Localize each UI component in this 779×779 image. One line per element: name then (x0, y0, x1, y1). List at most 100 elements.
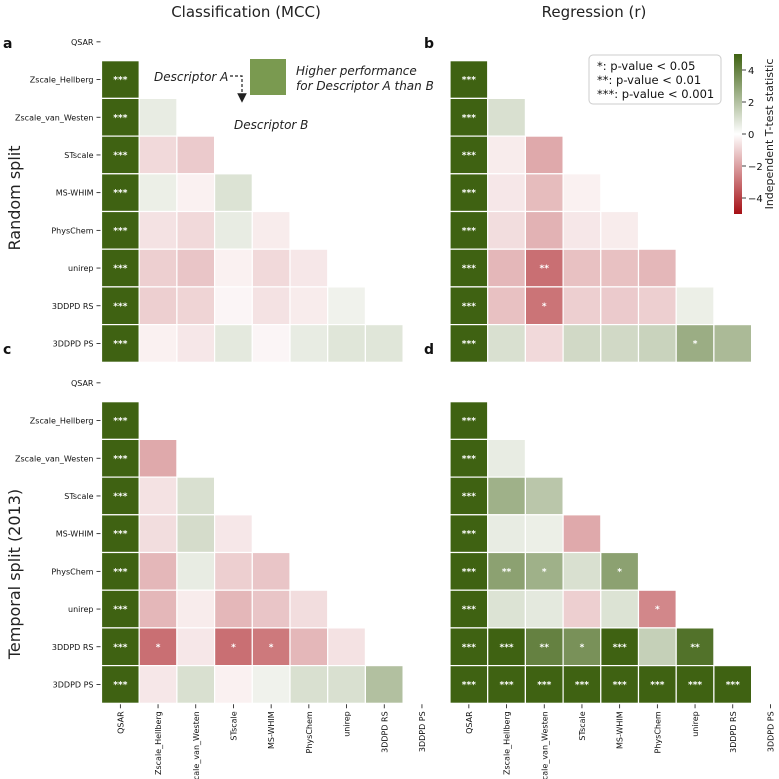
row-tick-label: PhysChem (51, 226, 93, 235)
panel-letter-c: c (3, 342, 11, 358)
significance-label: *** (113, 492, 127, 502)
heatmap-cell (100, 286, 140, 326)
heatmap-cell (487, 589, 527, 629)
heatmap-cell (562, 589, 602, 629)
heatmap-cell (487, 324, 527, 363)
significance-label: *** (462, 567, 476, 577)
heatmap-cell (524, 627, 564, 667)
heatmap-cell (327, 324, 367, 363)
heatmap-cell (487, 476, 527, 516)
heatmap-cell (713, 324, 753, 363)
heatmap-cell (600, 589, 640, 629)
heatmap-cell (713, 664, 753, 704)
col-tick-label: MS-WHIM (267, 711, 276, 749)
significance-label: ** (502, 567, 512, 577)
heatmap-cell (487, 210, 527, 250)
row-tick-label: Zscale_Hellberg (30, 417, 94, 426)
significance-label: *** (462, 417, 476, 427)
heatmap-cell (562, 286, 602, 326)
heatmap-cell (138, 173, 178, 213)
row-tick-label: QSAR (71, 38, 94, 47)
significance-label: *** (462, 339, 476, 349)
heatmap-cell (138, 589, 178, 629)
col-tick-label: Zscale_Hellberg (154, 711, 163, 775)
heatmap-cell (176, 664, 216, 704)
descriptor-annotation: Descriptor A Higher performance for Desc… (154, 59, 434, 132)
heatmap-cell (176, 476, 216, 516)
heatmap-cell (100, 135, 140, 175)
significance-label: * (542, 302, 547, 312)
col-tick-label: QSAR (116, 711, 125, 734)
heatmap-cell (289, 664, 329, 704)
panel-letter-d: d (424, 342, 434, 358)
col-tick-label: Zscale_van_Westen (540, 711, 549, 779)
col-tick-label: Zscale_Hellberg (503, 711, 512, 775)
col-tick-label: PhysChem (305, 711, 314, 753)
heatmap-cell (524, 135, 564, 175)
significance-label: *** (113, 339, 127, 349)
significance-label: * (156, 643, 161, 653)
heatmap-cell (524, 210, 564, 250)
significance-label: *** (113, 76, 127, 86)
row-tick-label: MS-WHIM (56, 530, 94, 539)
significance-label: *** (113, 226, 127, 236)
heatmap-cell (214, 248, 253, 288)
heatmap-cell (487, 173, 527, 213)
heatmap-cell (524, 324, 564, 363)
heatmap-cell (138, 664, 178, 704)
row-title-random: Random split (5, 146, 24, 251)
colorbar-gradient (734, 54, 742, 214)
significance-label: *** (113, 567, 127, 577)
heatmap-cell (251, 664, 291, 704)
heatmap-cell (675, 664, 715, 704)
significance-label: *** (113, 643, 127, 653)
heatmap-cell (138, 324, 178, 363)
significance-label: *** (113, 264, 127, 274)
heatmap-cell (289, 286, 329, 326)
heatmap-cell (524, 551, 564, 591)
annotation-swatch (250, 59, 286, 95)
significance-label: *** (462, 680, 476, 690)
heatmap-cell (524, 286, 564, 326)
significance-label: * (231, 643, 236, 653)
heatmap-cell (449, 135, 489, 175)
heatmap-cell (562, 627, 602, 667)
significance-label: * (542, 567, 547, 577)
significance-label: ** (690, 643, 700, 653)
significance-label: * (693, 339, 698, 349)
row-tick-label: 3DDPD PS (53, 680, 94, 689)
col-tick-label: 3DDPD PS (418, 711, 427, 752)
row-tick-label: STscale (64, 151, 93, 160)
heatmap-cell (524, 248, 564, 288)
significance-label: *** (462, 530, 476, 540)
heatmap-cell (562, 514, 602, 554)
col-tick-label: MS-WHIM (616, 711, 625, 749)
heatmap-cell (138, 286, 178, 326)
heatmap-cell (449, 401, 489, 441)
heatmap-cell (449, 664, 489, 704)
heatmap-cell (675, 286, 715, 326)
heatmap-cell (487, 248, 527, 288)
heatmap-cell (487, 438, 527, 478)
heatmap-cell (100, 514, 140, 554)
heatmap-cell (364, 324, 404, 363)
heatmap-cell (251, 589, 291, 629)
significance-label: *** (726, 680, 740, 690)
heatmap-cell (289, 248, 329, 288)
heatmap-cell (637, 324, 677, 363)
heatmap-cell (138, 248, 178, 288)
row-tick-label: 3DDPD RS (52, 302, 94, 311)
heatmap-cell (487, 286, 527, 326)
heatmap-cell (251, 248, 291, 288)
heatmap-cell (214, 210, 253, 250)
heatmap-cell (637, 248, 677, 288)
heatmap-cell (449, 210, 489, 250)
row-tick-label: Zscale_van_Westen (15, 113, 93, 122)
heatmap-cell (600, 324, 640, 363)
significance-label: ** (540, 643, 550, 653)
significance-label: ** (540, 264, 550, 274)
annotation-text-line2: for Descriptor A than B (296, 79, 434, 93)
colorbar-tick-label: 0 (748, 130, 754, 141)
significance-label: *** (462, 492, 476, 502)
